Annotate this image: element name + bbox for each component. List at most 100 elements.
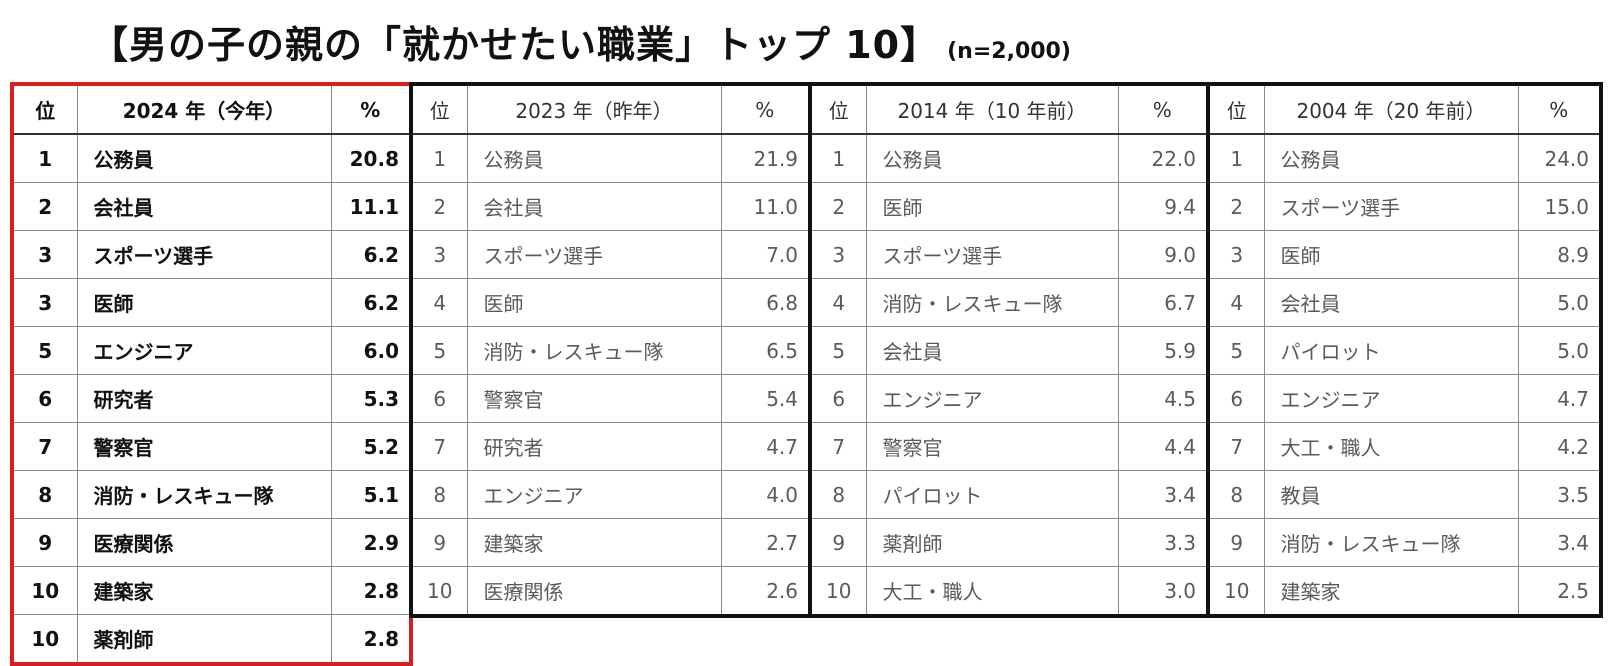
job-cell: スポーツ選手: [467, 230, 722, 279]
header-row: 位 2004 年（20 年前）%: [1210, 86, 1599, 135]
header-row: 位 2014 年（10 年前）%: [812, 86, 1206, 135]
year-header: 2024 年（今年）: [77, 86, 332, 135]
rank-cell: 9: [14, 518, 78, 567]
percent-cell: 2.8: [331, 566, 409, 615]
table-row: 9 消防・レスキュー隊 3.4: [1210, 518, 1599, 567]
table-row: 5 消防・レスキュー隊 6.5: [413, 326, 808, 375]
rank-cell: 7: [14, 422, 78, 471]
percent-cell: 5.2: [331, 422, 409, 471]
job-cell: 会社員: [467, 182, 722, 231]
table-row: 6 エンジニア 4.5: [812, 374, 1206, 423]
percent-cell: 20.8: [331, 134, 409, 183]
job-cell: 建築家: [1264, 566, 1519, 614]
job-cell: 警察官: [467, 374, 722, 423]
percent-cell: 24.0: [1518, 134, 1599, 183]
percent-cell: 8.9: [1518, 230, 1599, 279]
table-2004: 位 2004 年（20 年前）% 1 公務員 24.0 2 スポーツ選手 15.0 3 医師 8.9…: [1206, 82, 1603, 618]
rank-cell: 1: [413, 134, 468, 183]
job-cell: スポーツ選手: [1264, 182, 1519, 231]
year-header: 2023 年（昨年）: [467, 86, 722, 135]
job-cell: スポーツ選手: [866, 230, 1119, 279]
ranking-table: 位 2024 年（今年）% 1 公務員 20.8 2 会社員 11.1 3 スポーツ選手 6.2 3 医…: [14, 86, 409, 662]
rank-cell: 8: [812, 470, 867, 519]
table-row: 10 医療関係 2.6: [413, 566, 808, 614]
rank-cell: 2: [14, 182, 78, 231]
percent-cell: 6.0: [331, 326, 409, 375]
job-cell: 公務員: [77, 134, 332, 183]
table-row: 2 会社員 11.0: [413, 182, 808, 231]
rank-cell: 3: [14, 230, 78, 279]
percent-cell: 4.4: [1118, 422, 1206, 471]
table-row: 1 公務員 22.0: [812, 134, 1206, 183]
rank-cell: 10: [14, 566, 78, 615]
table-row: 8 消防・レスキュー隊 5.1: [14, 470, 409, 519]
chart-title-block: 【男の子の親の「就かせたい職業」トップ 10】 (n=2,000): [90, 14, 1071, 68]
table-row: 8 エンジニア 4.0: [413, 470, 808, 519]
table-row: 5 エンジニア 6.0: [14, 326, 409, 375]
job-cell: 警察官: [77, 422, 332, 471]
rank-cell: 5: [812, 326, 867, 375]
table-row: 9 建築家 2.7: [413, 518, 808, 567]
job-cell: 消防・レスキュー隊: [866, 278, 1119, 327]
percent-cell: 9.4: [1118, 182, 1206, 231]
table-row: 10 建築家 2.5: [1210, 566, 1599, 614]
rank-cell: 4: [1210, 278, 1265, 327]
table-row: 1 公務員 24.0: [1210, 134, 1599, 183]
rank-cell: 1: [812, 134, 867, 183]
table-row: 7 研究者 4.7: [413, 422, 808, 471]
table-row: 6 研究者 5.3: [14, 374, 409, 423]
rank-header: 位: [413, 86, 468, 135]
table-2023: 位 2023 年（昨年）% 1 公務員 21.9 2 会社員 11.0 3 スポーツ選手 7.0 4 医…: [409, 82, 812, 618]
rank-cell: 10: [1210, 566, 1265, 614]
year-header: 2014 年（10 年前）: [866, 86, 1119, 135]
table-row: 2 医師 9.4: [812, 182, 1206, 231]
percent-cell: 15.0: [1518, 182, 1599, 231]
rank-cell: 10: [812, 566, 867, 614]
job-cell: 建築家: [77, 566, 332, 615]
rank-cell: 10: [413, 566, 468, 614]
table-2014: 位 2014 年（10 年前）% 1 公務員 22.0 2 医師 9.4 3 スポーツ選手 9.0 4…: [808, 82, 1210, 618]
table-row: 7 警察官 5.2: [14, 422, 409, 471]
percent-header: %: [721, 86, 808, 135]
table-2024: 位 2024 年（今年）% 1 公務員 20.8 2 会社員 11.1 3 スポーツ選手 6.2 3 医…: [10, 82, 413, 666]
table-row: 9 医療関係 2.9: [14, 518, 409, 567]
percent-cell: 2.7: [721, 518, 808, 567]
percent-cell: 5.9: [1118, 326, 1206, 375]
ranking-table: 位 2014 年（10 年前）% 1 公務員 22.0 2 医師 9.4 3 スポーツ選手 9.0 4…: [812, 86, 1206, 614]
table-row: 3 スポーツ選手 7.0: [413, 230, 808, 279]
percent-cell: 21.9: [721, 134, 808, 183]
table-row: 4 消防・レスキュー隊 6.7: [812, 278, 1206, 327]
rank-header: 位: [812, 86, 867, 135]
table-row: 3 スポーツ選手 9.0: [812, 230, 1206, 279]
table-row: 5 パイロット 5.0: [1210, 326, 1599, 375]
rank-cell: 9: [812, 518, 867, 567]
percent-cell: 5.3: [331, 374, 409, 423]
job-cell: パイロット: [866, 470, 1119, 519]
job-cell: 医師: [1264, 230, 1519, 279]
job-cell: 警察官: [866, 422, 1119, 471]
percent-cell: 3.5: [1518, 470, 1599, 519]
ranking-table: 位 2004 年（20 年前）% 1 公務員 24.0 2 スポーツ選手 15.0 3 医師 8.9…: [1210, 86, 1599, 614]
percent-cell: 3.4: [1118, 470, 1206, 519]
percent-cell: 6.2: [331, 230, 409, 279]
rank-cell: 7: [413, 422, 468, 471]
rank-cell: 2: [413, 182, 468, 231]
percent-cell: 6.8: [721, 278, 808, 327]
job-cell: エンジニア: [467, 470, 722, 519]
percent-cell: 4.7: [721, 422, 808, 471]
table-row: 5 会社員 5.9: [812, 326, 1206, 375]
table-row: 7 警察官 4.4: [812, 422, 1206, 471]
job-cell: 消防・レスキュー隊: [467, 326, 722, 375]
job-cell: 会社員: [77, 182, 332, 231]
rank-cell: 3: [1210, 230, 1265, 279]
table-row: 10 薬剤師 2.8: [14, 614, 409, 662]
job-cell: 公務員: [1264, 134, 1519, 183]
rank-cell: 8: [14, 470, 78, 519]
percent-cell: 9.0: [1118, 230, 1206, 279]
table-row: 9 薬剤師 3.3: [812, 518, 1206, 567]
job-cell: スポーツ選手: [77, 230, 332, 279]
table-row: 2 会社員 11.1: [14, 182, 409, 231]
percent-cell: 4.7: [1518, 374, 1599, 423]
year-header: 2004 年（20 年前）: [1264, 86, 1519, 135]
rank-cell: 3: [14, 278, 78, 327]
